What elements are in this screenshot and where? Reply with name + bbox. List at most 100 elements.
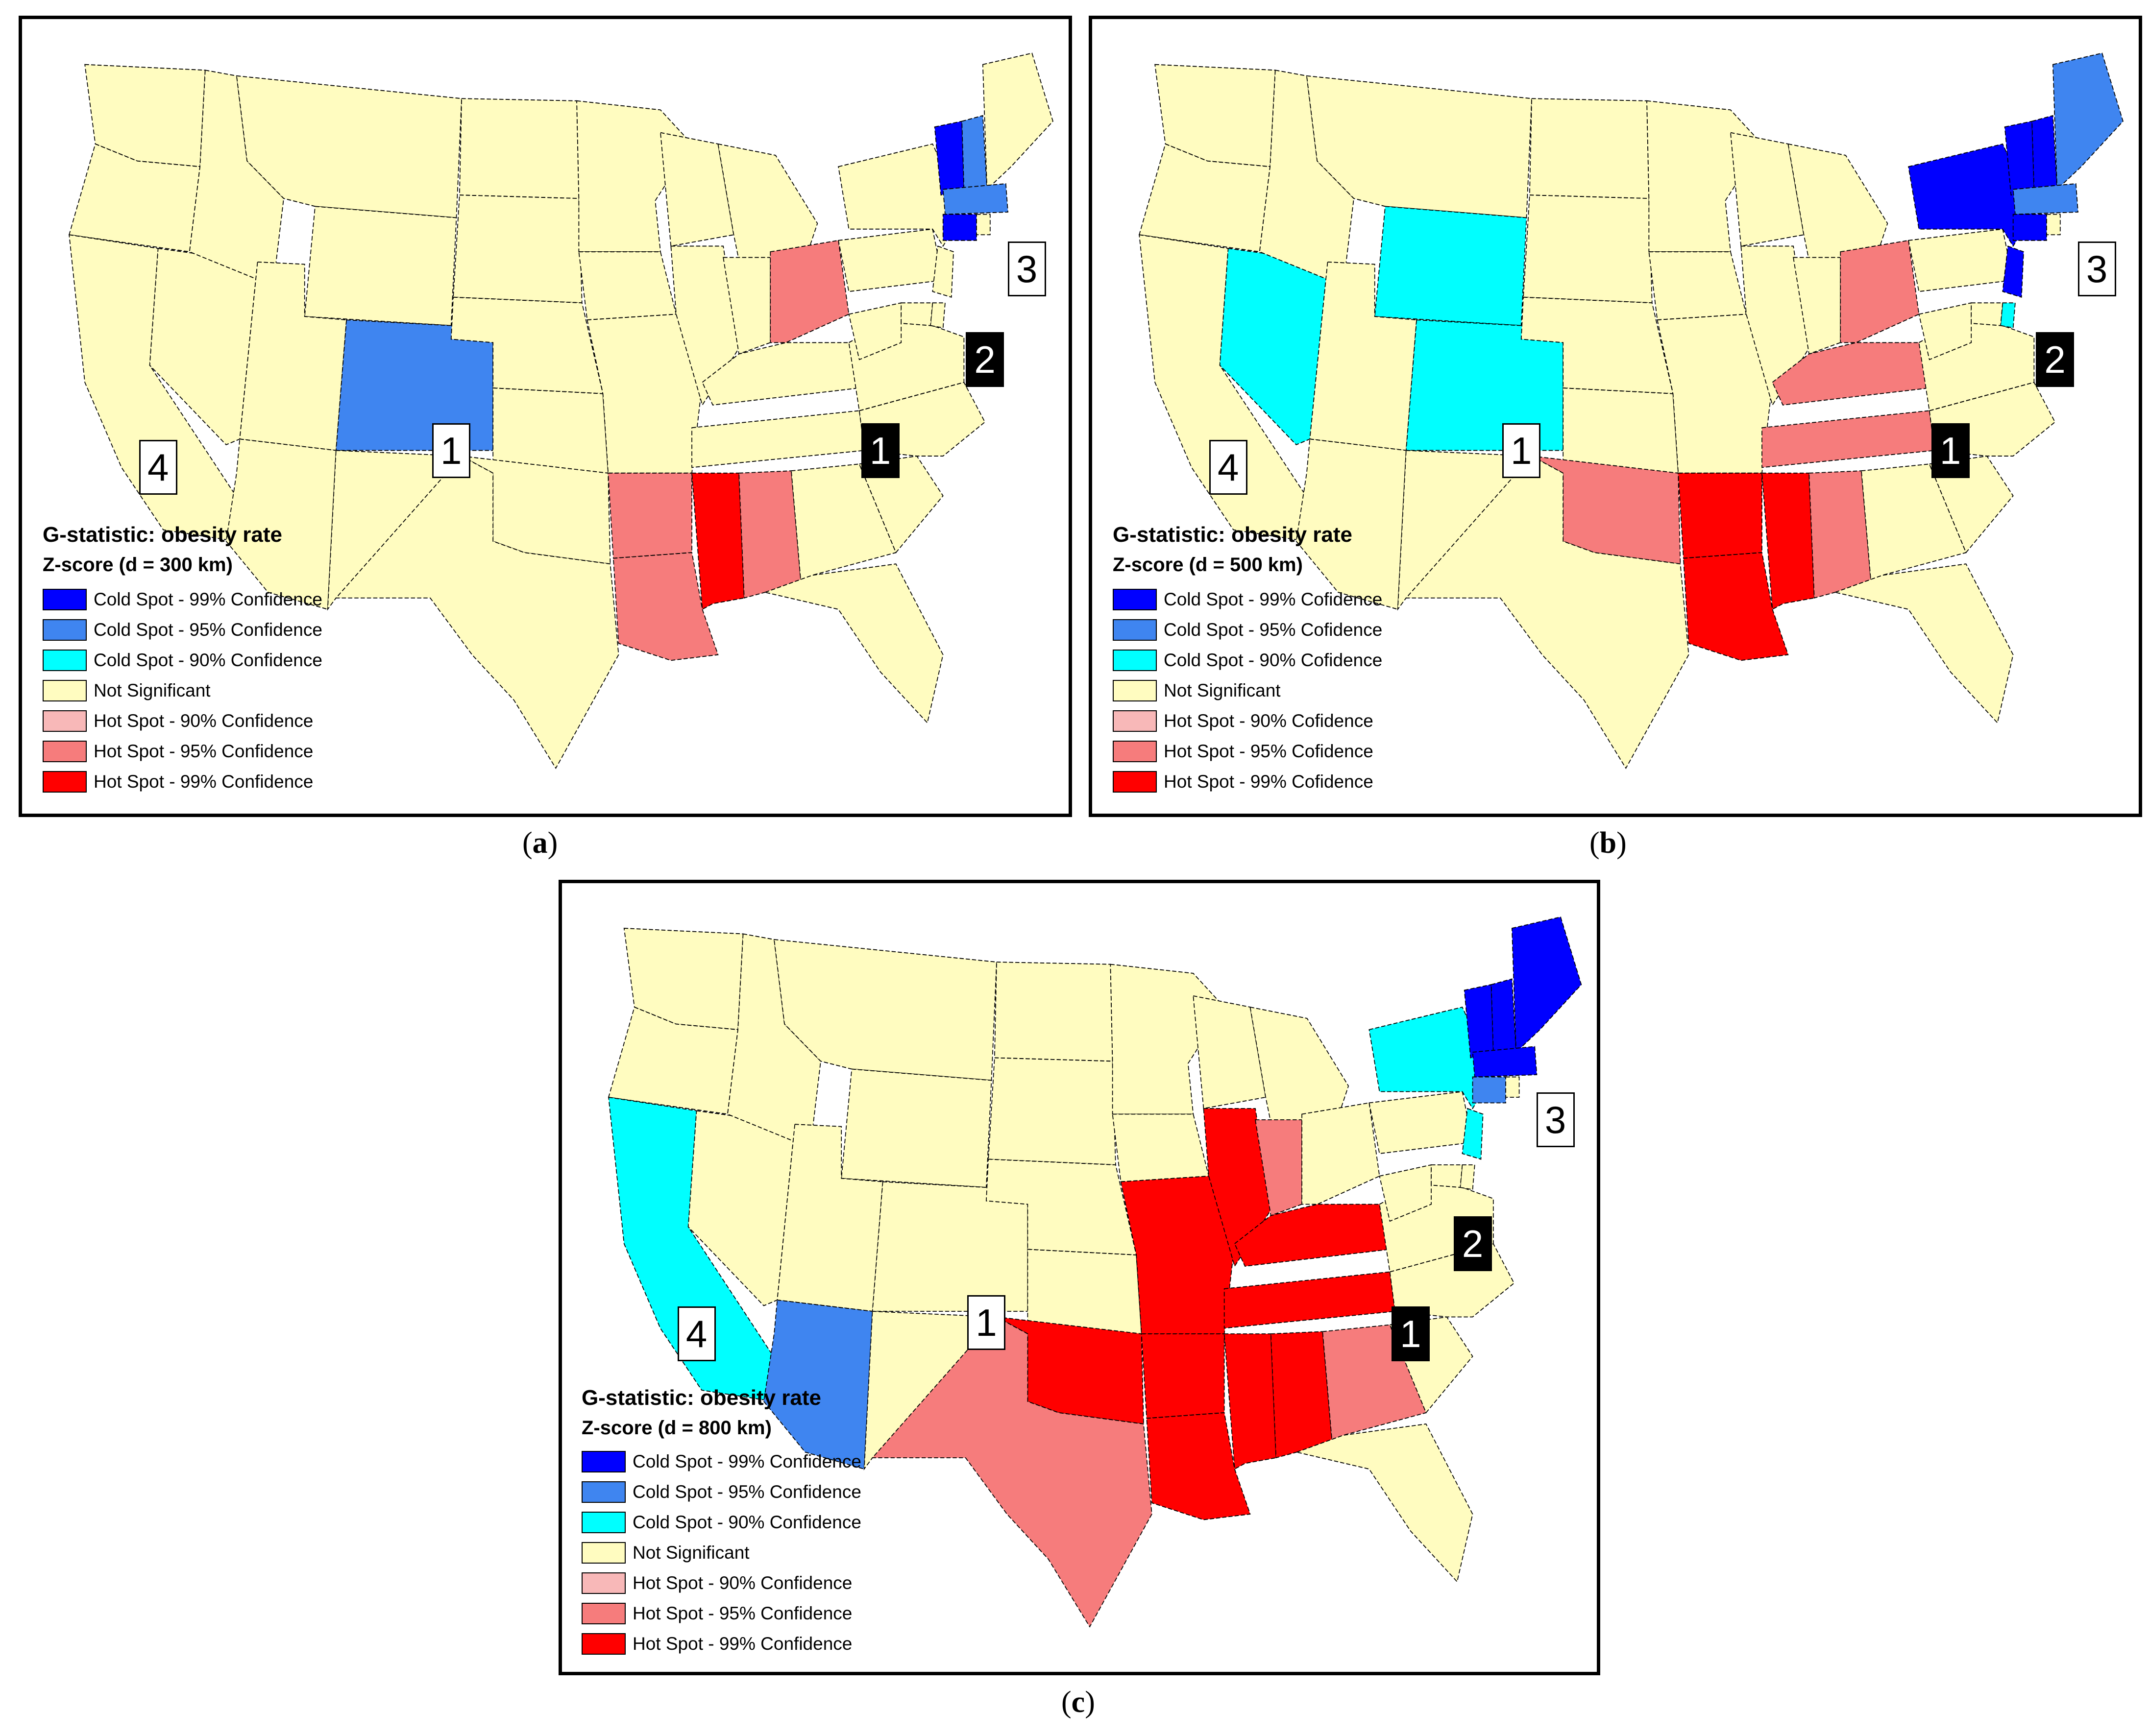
state-maryland [1971,302,2003,326]
map-title: G-statistic: obesity rate [582,1386,822,1410]
legend-label: Hot Spot - 99% Cofidence [1164,772,1373,792]
legend-swatch [43,771,87,793]
state-colorado [872,1181,1028,1312]
state-maine [1511,916,1582,1053]
legend-item: Not Significant [582,1538,861,1568]
state-georgia [791,463,897,594]
legend-swatch [1113,710,1157,732]
state-pennsylvania [1908,228,2014,292]
legend-label: Cold Spot - 90% Cofidence [1164,650,1383,670]
legend-label: Cold Spot - 99% Confidence [633,1451,861,1471]
state-massachusetts [942,183,1009,215]
legend-label: Hot Spot - 95% Cofidence [1164,741,1373,761]
legend-label: Cold Spot - 99% Confidence [94,589,322,609]
legend-item: Cold Spot - 99% Confidence [43,584,322,615]
state-texas [871,1316,1152,1628]
state-west-virginia [1918,302,1972,361]
legend-swatch [43,680,87,701]
state-florida [763,563,944,724]
legend-label: Hot Spot - 95% Confidence [633,1603,853,1623]
cluster-marker-4: 4 [677,1306,716,1361]
map-subtitle: Z-score (d = 300 km) [43,554,233,576]
legend: Cold Spot - 99% Cofidence Cold Spot - 95%… [1113,584,1382,797]
cluster-marker-4: 4 [1209,440,1247,495]
state-mississippi [1223,1333,1277,1470]
state-kansas [1027,1249,1142,1334]
state-arizona [763,1299,873,1470]
state-new-york [1908,143,2035,247]
legend-label: Hot Spot - 99% Confidence [633,1634,853,1654]
state-new-hampshire [1490,978,1517,1053]
state-arkansas [608,472,692,559]
state-connecticut [2012,214,2047,241]
state-north-dakota [1529,98,1650,199]
legend-item: Hot Spot - 99% Cofidence [1113,767,1382,797]
legend-swatch [1113,650,1157,671]
map-panel-a: G-statistic: obesity rate Z-score (d = 3… [19,16,1072,817]
state-wyoming [841,1068,992,1188]
legend-swatch [43,650,87,671]
state-kentucky [702,342,860,406]
state-louisiana [1683,552,1789,661]
legend: Cold Spot - 99% Confidence Cold Spot - 95… [43,584,322,797]
legend-swatch [43,741,87,762]
state-nebraska [1520,296,1674,394]
legend-item: Hot Spot - 95% Cofidence [1113,736,1382,767]
legend-swatch [582,1633,626,1655]
state-iowa [1648,251,1747,321]
state-new-jersey [1462,1108,1484,1160]
state-ohio [1840,240,1920,343]
state-arkansas [1141,1333,1225,1419]
state-nebraska [450,296,604,394]
legend-label: Not Significant [94,680,211,700]
state-georgia [1861,463,1967,594]
state-pennsylvania [1368,1091,1473,1155]
state-mississippi [691,472,745,610]
legend-item: Cold Spot - 99% Cofidence [1113,584,1382,615]
state-tennessee [1761,410,1935,468]
legend-item: Cold Spot - 95% Cofidence [1113,615,1382,645]
state-idaho [727,933,821,1149]
panel-caption-c: (c) [1061,1686,1095,1719]
state-north-dakota [994,962,1113,1062]
legend: Cold Spot - 99% Confidence Cold Spot - 95… [582,1447,861,1659]
state-wyoming [1374,206,1527,326]
state-maine [2052,52,2124,191]
state-maine [982,52,1053,191]
state-arkansas [1678,472,1762,559]
legend-item: Cold Spot - 90% Confidence [582,1507,861,1538]
cluster-marker-1: 1 [1391,1306,1430,1361]
cluster-marker-2: 2 [1453,1216,1492,1271]
legend-swatch [1113,680,1157,701]
us-map-c [608,916,1582,1628]
legend-swatch [43,619,87,641]
state-tennessee [1223,1271,1396,1329]
legend-item: Cold Spot - 95% Confidence [43,615,322,645]
map-panel-b: G-statistic: obesity rate Z-score (d = 5… [1089,16,2142,817]
legend-item: Cold Spot - 95% Confidence [582,1477,861,1507]
legend-item: Hot Spot - 99% Confidence [582,1629,861,1659]
state-wisconsin [1730,132,1805,247]
map-panel-c: G-statistic: obesity rate Z-score (d = 8… [559,880,1600,1675]
map-subtitle: Z-score (d = 800 km) [582,1417,772,1439]
state-tennessee [691,410,865,468]
state-rhode-island [1505,1076,1520,1098]
legend-swatch [1113,771,1157,793]
state-ohio [1301,1102,1380,1205]
state-kansas [492,387,609,474]
state-florida [1833,563,2014,724]
state-west-virginia [1379,1164,1432,1222]
cluster-marker-2: 2 [966,332,1004,387]
cluster-marker-2: 2 [2036,332,2075,387]
state-wyoming [304,206,457,326]
legend-label: Not Significant [633,1543,750,1563]
state-kentucky [1234,1204,1391,1267]
cluster-marker-1: 1 [1931,423,1970,478]
us-map-a [69,52,1053,770]
state-rhode-island [976,214,991,236]
legend-label: Cold Spot - 95% Confidence [633,1482,861,1502]
cluster-marker-1: 1 [432,423,470,478]
us-map-b [1139,52,2124,770]
state-west-virginia [848,302,902,361]
legend-label: Cold Spot - 95% Confidence [94,620,322,640]
